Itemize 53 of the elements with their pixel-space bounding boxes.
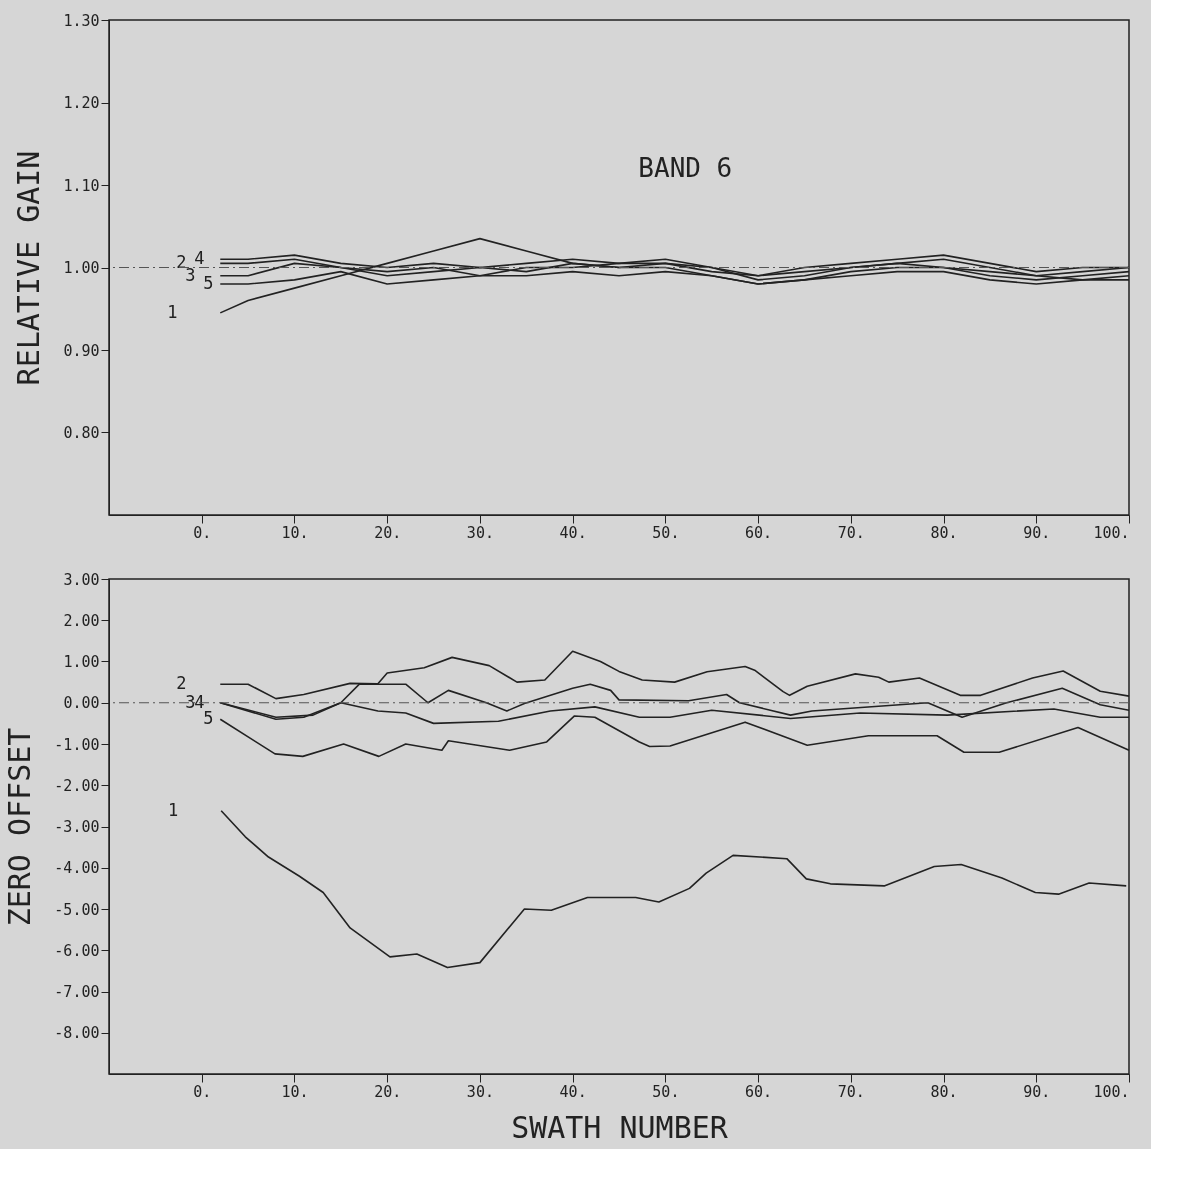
y-tick-label: -1.00 — [54, 735, 100, 754]
series-label: 4 — [194, 248, 205, 269]
y-axis-title: RELATIVE GAIN — [11, 150, 47, 386]
series-label: 3 — [185, 264, 196, 285]
x-tick-label: 80. — [930, 1082, 958, 1101]
x-tick-label: 100. — [1093, 1082, 1130, 1101]
series-label: 5 — [203, 273, 214, 293]
y-tick-label: 1.30 — [63, 11, 100, 30]
x-tick-label: 10. — [281, 1082, 309, 1101]
y-tick-label: -2.00 — [54, 776, 100, 795]
x-tick-label: 20. — [374, 1082, 402, 1101]
y-tick-label: -8.00 — [54, 1024, 100, 1043]
y-tick-label: 0.00 — [63, 694, 100, 713]
x-tick-label: 100. — [1093, 523, 1130, 542]
y-tick-label: -7.00 — [54, 983, 100, 1001]
x-tick-label: 10. — [281, 523, 309, 542]
y-tick-label: 1.00 — [63, 259, 100, 277]
text: 1 — [167, 301, 178, 322]
y-tick-label: 0.80 — [63, 424, 100, 442]
x-tick-label: 40. — [559, 523, 587, 542]
annotation: BAND 6 — [638, 152, 733, 183]
x-tick-label: 70. — [837, 1082, 865, 1101]
x-tick-label: 50. — [652, 1082, 680, 1101]
series-label: 2 — [176, 673, 187, 694]
x-tick-label: 50. — [652, 523, 680, 542]
y-tick-label: -6.00 — [54, 941, 100, 960]
x-tick-label: 0. — [193, 1082, 212, 1101]
y-tick-label: 1.00 — [63, 653, 100, 671]
y-axis-title: ZERO OFFSET — [2, 727, 38, 927]
y-tick-label: 1.10 — [63, 176, 100, 195]
y-tick-label: -4.00 — [54, 859, 100, 878]
x-tick-label: 90. — [1023, 523, 1051, 542]
series-label: 3 — [185, 691, 196, 712]
x-tick-label: 60. — [745, 1082, 773, 1101]
x-tick-label: 90. — [1023, 1082, 1051, 1101]
y-tick-label: -5.00 — [54, 900, 100, 919]
y-tick-label: -3.00 — [54, 818, 100, 836]
y-tick-label: 2.00 — [63, 611, 100, 630]
series-label: 5 — [203, 708, 214, 729]
x-tick-label: 20. — [374, 523, 402, 542]
y-tick-label: 0.90 — [63, 341, 100, 360]
x-tick-label: 30. — [466, 1082, 494, 1101]
x-tick-label: 30. — [466, 523, 494, 542]
series-label: 4 — [194, 691, 205, 712]
x-tick-label: 60. — [745, 523, 773, 542]
y-tick-label: 3.00 — [63, 570, 100, 589]
text: 1 — [168, 799, 179, 820]
x-tick-label: 0. — [193, 523, 212, 542]
x-axis-title: SWATH NUMBER — [511, 1109, 729, 1145]
y-tick-label: 1.20 — [63, 94, 100, 112]
x-tick-label: 40. — [559, 1082, 587, 1101]
x-tick-label: 70. — [837, 523, 865, 542]
x-tick-label: 80. — [930, 523, 958, 542]
